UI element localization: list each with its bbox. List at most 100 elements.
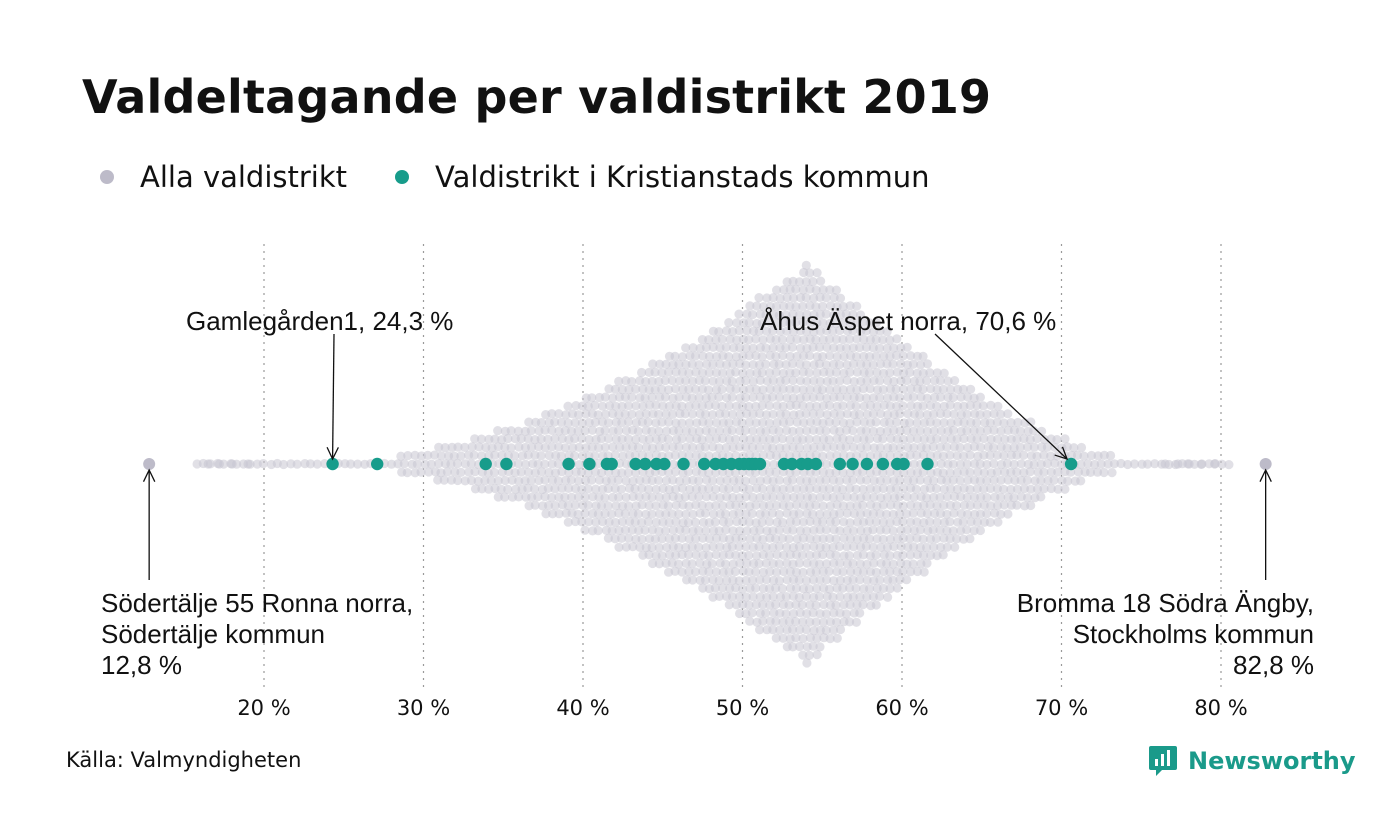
district-point <box>1002 443 1012 453</box>
district-point <box>842 409 852 419</box>
district-point <box>1039 450 1049 460</box>
district-point <box>738 584 748 594</box>
district-point <box>621 476 631 486</box>
district-point <box>610 534 620 544</box>
district-point <box>691 401 701 411</box>
district-point <box>908 559 918 569</box>
district-point <box>540 492 550 502</box>
district-point <box>600 392 611 402</box>
district-point <box>822 393 832 403</box>
legend-label-all: Alla valdistrikt <box>140 160 348 194</box>
district-point <box>600 426 610 436</box>
district-point <box>456 467 466 477</box>
district-point <box>952 434 962 444</box>
district-point <box>794 542 805 552</box>
district-point <box>734 309 744 319</box>
district-point <box>955 459 966 469</box>
district-point <box>470 467 480 477</box>
district-point <box>1032 484 1043 494</box>
district-point <box>593 509 604 519</box>
district-point <box>694 426 705 436</box>
district-point <box>895 393 905 403</box>
district-point <box>802 426 812 436</box>
district-point <box>774 559 784 569</box>
district-point <box>657 551 667 561</box>
district-point <box>821 475 831 485</box>
district-point <box>881 509 892 519</box>
district-point <box>942 492 952 502</box>
district-point <box>608 442 618 452</box>
district-point <box>647 542 657 553</box>
district-point <box>922 542 932 553</box>
district-point <box>724 318 734 328</box>
district-point <box>651 517 661 528</box>
district-point <box>805 417 816 427</box>
district-point <box>661 359 671 369</box>
district-point <box>540 425 550 435</box>
district-point <box>563 418 573 428</box>
district-point <box>742 326 752 336</box>
district-point <box>473 476 483 486</box>
district-point <box>563 401 573 411</box>
district-point <box>936 392 946 402</box>
district-point <box>838 583 848 593</box>
district-point <box>681 343 691 353</box>
district-point <box>677 533 687 543</box>
district-point <box>671 500 681 510</box>
district-point <box>909 443 919 453</box>
district-point <box>797 550 808 560</box>
district-point <box>988 443 999 453</box>
district-point <box>715 426 725 436</box>
district-point <box>620 392 631 402</box>
district-point <box>751 451 761 461</box>
district-point <box>862 376 872 386</box>
district-point <box>771 599 781 610</box>
district-point <box>768 409 778 419</box>
district-point <box>434 459 444 469</box>
district-point <box>1052 435 1062 445</box>
district-point <box>731 484 741 494</box>
district-point <box>791 600 801 610</box>
district-point <box>757 352 767 362</box>
district-point <box>493 476 503 486</box>
district-point <box>858 450 868 460</box>
newsworthy-logo-icon <box>1149 746 1177 776</box>
district-point <box>942 409 952 419</box>
district-point <box>714 443 724 453</box>
district-point <box>664 417 674 427</box>
district-point <box>711 567 721 577</box>
district-point <box>871 417 881 427</box>
district-point <box>889 542 899 552</box>
district-point <box>989 475 999 485</box>
district-point <box>825 285 835 295</box>
district-point <box>734 508 744 518</box>
district-point <box>794 443 805 453</box>
district-point <box>955 475 965 486</box>
district-point <box>547 442 557 452</box>
district-point <box>885 567 895 577</box>
district-point <box>731 500 741 510</box>
district-point <box>915 475 925 485</box>
district-point <box>778 633 788 643</box>
district-point <box>647 392 657 402</box>
district-point <box>511 484 521 494</box>
district-point <box>817 385 828 395</box>
district-point <box>808 641 818 651</box>
local-district-point <box>846 457 859 471</box>
district-point <box>835 508 845 519</box>
district-point <box>881 525 891 535</box>
district-point <box>567 492 577 502</box>
district-point <box>764 500 775 511</box>
district-point <box>798 533 809 543</box>
district-point <box>754 559 764 569</box>
district-point <box>856 310 866 320</box>
district-point <box>885 518 895 528</box>
district-point <box>1160 459 1170 469</box>
district-point <box>821 459 832 469</box>
district-point <box>1012 500 1022 510</box>
district-point <box>674 392 684 402</box>
district-point <box>932 517 942 527</box>
district-point <box>554 409 564 419</box>
district-point <box>694 525 704 536</box>
district-point <box>771 334 781 345</box>
